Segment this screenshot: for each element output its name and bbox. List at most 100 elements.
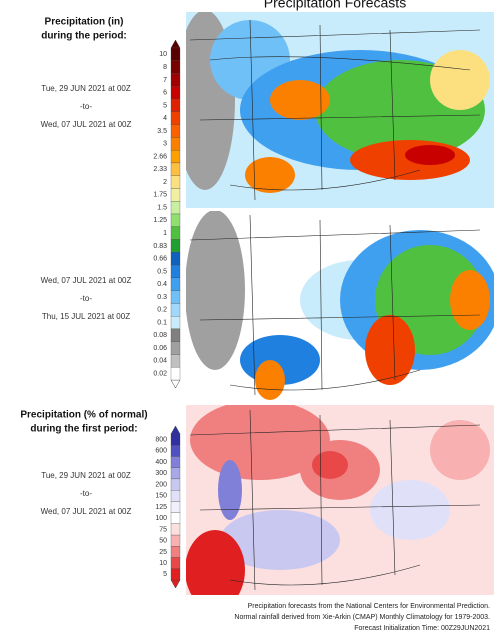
- colorbar-swatch: [170, 467, 181, 480]
- colorbar-swatch: [170, 277, 181, 291]
- colorbar-swatch: [170, 328, 181, 342]
- colorbar-swatch: [170, 341, 181, 355]
- colorbar-label: 0.02: [153, 370, 167, 377]
- colorbar-swatch: [170, 124, 181, 138]
- colorbar-label: 4: [163, 115, 167, 122]
- colorbar-swatch: [170, 501, 181, 513]
- colorbar-label: 0.4: [157, 281, 167, 288]
- colorbar-label: 6: [163, 90, 167, 97]
- period-text: -to-: [80, 489, 92, 498]
- colorbar-swatch: [170, 137, 181, 151]
- colorbar-label: 400: [155, 459, 167, 466]
- percent-normal-map: [186, 405, 494, 595]
- colorbar-label: 0.06: [153, 345, 167, 352]
- colorbar-arrow: [170, 579, 181, 589]
- legend-title: Precipitation (in): [45, 17, 124, 28]
- colorbar-swatch: [170, 568, 181, 581]
- page-title: Precipitation Forecasts: [264, 0, 406, 11]
- colorbar-swatch: [170, 188, 181, 202]
- colorbar-label: 5: [163, 571, 167, 578]
- colorbar-swatch: [170, 456, 181, 468]
- period-text: Wed, 07 JUL 2021 at 00Z: [41, 507, 132, 516]
- colorbar-label: 200: [155, 481, 167, 488]
- colorbar-label: 1.75: [153, 192, 167, 199]
- colorbar-swatch: [170, 60, 181, 74]
- legend-title: during the period:: [41, 31, 127, 42]
- colorbar-label: 3: [163, 141, 167, 148]
- period-text: Wed, 07 JUL 2021 at 00Z: [41, 120, 132, 129]
- colorbar-swatch: [170, 201, 181, 215]
- footer-text: Normal rainfall derived from Xie-Arkin (…: [234, 614, 490, 621]
- period-text: -to-: [80, 294, 92, 303]
- colorbar-swatch: [170, 264, 181, 278]
- colorbar-swatch: [170, 213, 181, 227]
- colorbar-label: 2: [163, 179, 167, 186]
- forecast-map-1: [186, 12, 494, 208]
- colorbar-label: 75: [159, 526, 167, 533]
- colorbar-label: 0.3: [157, 294, 167, 301]
- colorbar-arrow: [170, 39, 181, 49]
- colorbar-swatch: [170, 523, 181, 536]
- period-text: Wed, 07 JUL 2021 at 00Z: [41, 276, 132, 285]
- colorbar-swatch: [170, 239, 181, 253]
- colorbar-swatch: [170, 490, 181, 502]
- colorbar-label: 150: [155, 493, 167, 500]
- colorbar-label: 50: [159, 538, 167, 545]
- colorbar-label: 3.5: [157, 128, 167, 135]
- colorbar-swatch: [170, 354, 181, 368]
- legend-panel: Precipitation (in) during the period: Pr…: [20, 17, 147, 435]
- period-text: -to-: [80, 102, 92, 111]
- colorbar-swatch: [170, 162, 181, 176]
- colorbar-swatch: [170, 512, 181, 524]
- footer-text: Precipitation forecasts from the Nationa…: [248, 603, 490, 610]
- colorbar-label: 600: [155, 448, 167, 455]
- colorbar-swatch: [170, 303, 181, 317]
- colorbar-label: 0.1: [157, 319, 167, 326]
- forecast-map-2: [186, 211, 494, 401]
- colorbar-swatch: [170, 445, 181, 457]
- colorbar-swatch: [170, 546, 181, 558]
- colorbar-arrow: [170, 425, 181, 435]
- colorbar-label: 0.2: [157, 307, 167, 314]
- period-text: Thu, 15 JUL 2021 at 00Z: [42, 312, 130, 321]
- colorbar-swatch: [170, 98, 181, 112]
- colorbar-label: 8: [163, 64, 167, 71]
- colorbar-label: 0.04: [153, 358, 167, 365]
- colorbar-swatch: [170, 557, 181, 569]
- colorbar-label: 800: [155, 436, 167, 443]
- colorbar-swatch: [170, 111, 181, 125]
- colorbar-swatch: [170, 47, 181, 61]
- colorbar-label: 100: [155, 515, 167, 522]
- colorbar-label: 1: [163, 230, 167, 237]
- colorbar-label: 2.33: [153, 166, 167, 173]
- colorbar-label: 0.5: [157, 268, 167, 275]
- colorbar-swatch: [170, 175, 181, 189]
- colorbar-label: 0.08: [153, 332, 167, 339]
- colorbar-label: 7: [163, 77, 167, 84]
- colorbar-swatch: [170, 73, 181, 87]
- colorbar-label: 0.66: [153, 256, 167, 263]
- colorbar-swatch: [170, 433, 181, 446]
- colorbar-swatch: [170, 478, 181, 491]
- colorbar-label: 2.66: [153, 153, 167, 160]
- colorbar-swatch: [170, 86, 181, 100]
- colorbar-label: 125: [155, 504, 167, 511]
- legend-title: Precipitation (% of normal): [20, 410, 147, 421]
- colorbar-arrow: [170, 379, 181, 389]
- colorbar-label: 5: [163, 102, 167, 109]
- colorbar-label: 0.83: [153, 243, 167, 250]
- colorbar-swatch: [170, 534, 181, 547]
- colorbar-swatch: [170, 226, 181, 240]
- colorbar-label: 1.5: [157, 204, 167, 211]
- colorbar-swatch: [170, 252, 181, 266]
- colorbar-swatch: [170, 150, 181, 164]
- colorbar-label: 1.25: [153, 217, 167, 224]
- colorbar-swatch: [170, 290, 181, 304]
- colorbar-label: 25: [159, 549, 167, 556]
- period-text: Tue, 29 JUN 2021 at 00Z: [41, 471, 131, 480]
- legend-title: during the first period:: [30, 424, 137, 435]
- colorbar-label: 10: [159, 51, 167, 58]
- period-text: Tue, 29 JUN 2021 at 00Z: [41, 84, 131, 93]
- colorbar-swatch: [170, 367, 181, 381]
